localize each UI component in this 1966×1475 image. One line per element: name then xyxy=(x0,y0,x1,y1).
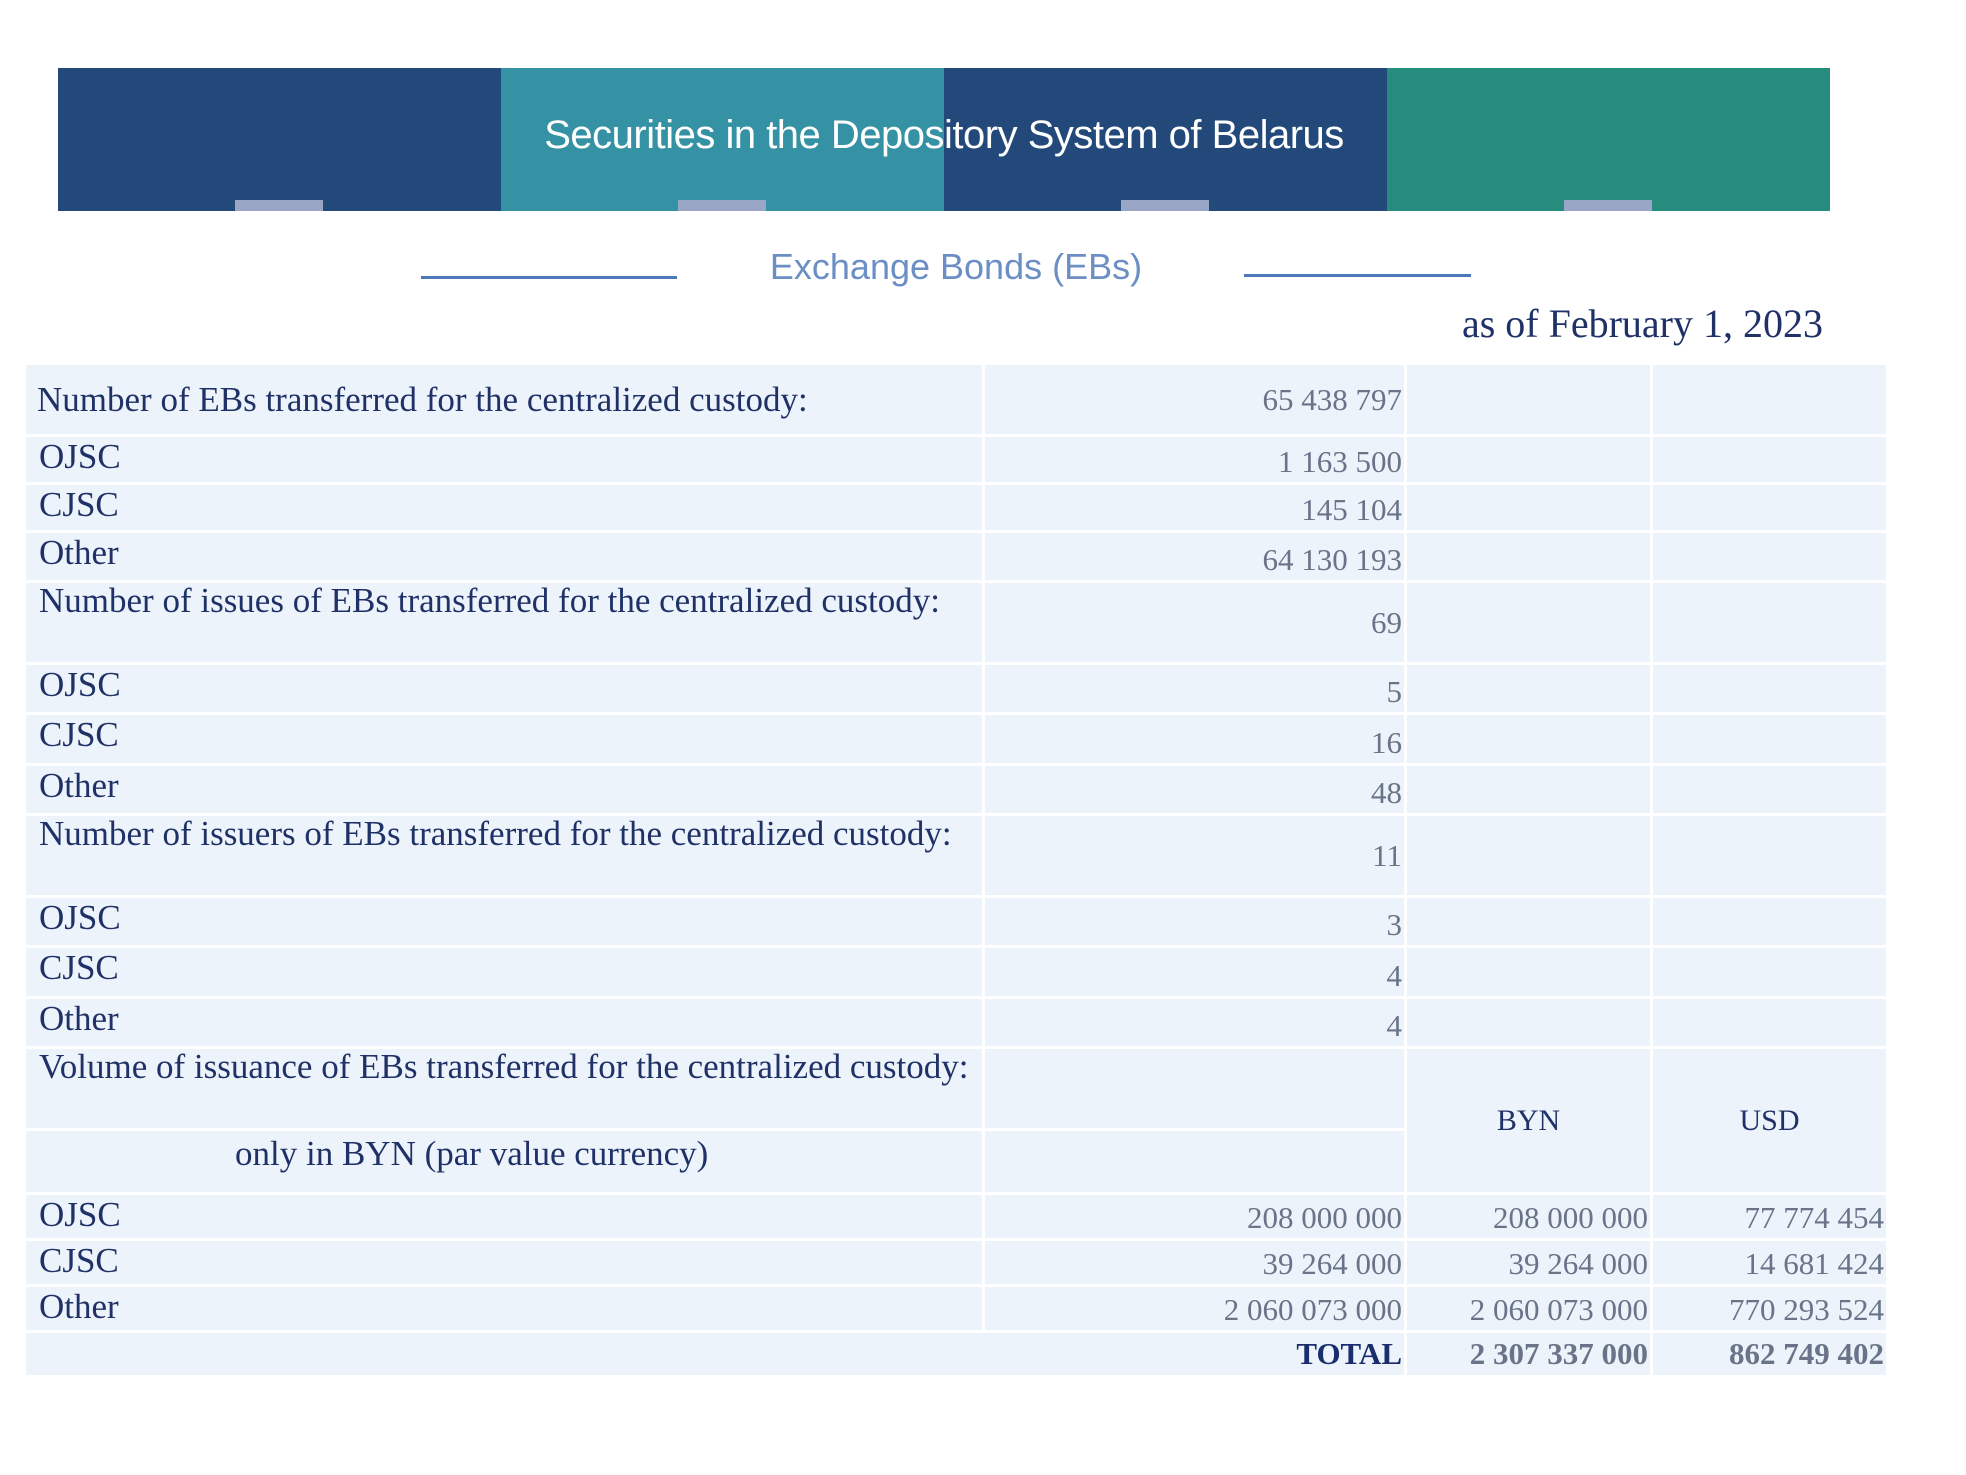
banner-segment xyxy=(58,68,501,211)
banner-tab xyxy=(1564,200,1652,211)
par-value: 2 060 073 000 xyxy=(985,1287,1404,1330)
row-label: Other xyxy=(26,999,982,1046)
empty-cell xyxy=(1653,583,1886,662)
byn-value: 208 000 000 xyxy=(1407,1195,1650,1238)
total-usd: 862 749 402 xyxy=(1653,1333,1886,1375)
currency-usd-header: USD xyxy=(1653,1049,1886,1192)
currency-byn-header: BYN xyxy=(1407,1049,1650,1192)
section-rule-right xyxy=(1244,274,1471,277)
empty-cell xyxy=(1653,365,1886,434)
header-banner: Securities in the Depository System of B… xyxy=(58,68,1830,211)
empty-cell xyxy=(1653,665,1886,712)
issuers-count-label: Number of issuers of EBs transferred for… xyxy=(26,816,982,895)
row-label: OJSC xyxy=(26,1195,982,1238)
row-label: Other xyxy=(26,1287,982,1330)
empty-cell xyxy=(1653,948,1886,996)
row-value: 145 104 xyxy=(985,485,1404,530)
issues-count-label: Number of issues of EBs transferred for … xyxy=(26,583,982,662)
empty-cell xyxy=(1653,898,1886,945)
empty-cell xyxy=(1407,999,1650,1046)
ebs-count-value: 65 438 797 xyxy=(985,365,1404,434)
issues-count-value: 69 xyxy=(985,583,1404,662)
empty-cell xyxy=(985,1049,1404,1128)
row-value: 48 xyxy=(985,766,1404,813)
row-label: OJSC xyxy=(26,665,982,712)
row-value: 3 xyxy=(985,898,1404,945)
page-title: Securities in the Depository System of B… xyxy=(544,113,1344,157)
usd-value: 14 681 424 xyxy=(1653,1241,1886,1284)
par-value: 39 264 000 xyxy=(985,1241,1404,1284)
empty-cell xyxy=(1653,485,1886,530)
empty-cell xyxy=(1407,533,1650,580)
empty-cell xyxy=(1407,365,1650,434)
report-date: as of February 1, 2023 xyxy=(1461,301,1823,346)
volume-sublabel: only in BYN (par value currency) xyxy=(26,1131,982,1192)
banner-tab xyxy=(235,200,323,211)
banner-segment xyxy=(501,68,944,211)
empty-cell xyxy=(1653,999,1886,1046)
empty-cell xyxy=(985,1131,1404,1192)
row-label: Other xyxy=(26,533,982,580)
usd-value: 770 293 524 xyxy=(1653,1287,1886,1330)
empty-cell xyxy=(1653,766,1886,813)
row-value: 1 163 500 xyxy=(985,437,1404,482)
banner-segment xyxy=(1387,68,1830,211)
empty-cell xyxy=(1653,816,1886,895)
ebs-count-label: Number of EBs transferred for the centra… xyxy=(26,365,982,434)
section-rule-left xyxy=(421,276,677,279)
byn-value: 39 264 000 xyxy=(1407,1241,1650,1284)
empty-cell xyxy=(1407,766,1650,813)
total-byn: 2 307 337 000 xyxy=(1407,1333,1650,1375)
banner-tab xyxy=(678,200,766,211)
byn-value: 2 060 073 000 xyxy=(1407,1287,1650,1330)
empty-cell xyxy=(1407,948,1650,996)
row-label: OJSC xyxy=(26,437,982,482)
empty-cell xyxy=(1407,485,1650,530)
empty-cell xyxy=(1407,715,1650,763)
row-label: CJSC xyxy=(26,485,982,530)
empty-cell xyxy=(1653,533,1886,580)
empty-cell xyxy=(1407,583,1650,662)
empty-cell xyxy=(1407,665,1650,712)
row-label: CJSC xyxy=(26,1241,982,1284)
eb-statistics-table: Number of EBs transferred for the centra… xyxy=(26,365,1886,1375)
row-label: CJSC xyxy=(26,715,982,763)
usd-value: 77 774 454 xyxy=(1653,1195,1886,1238)
par-value: 208 000 000 xyxy=(985,1195,1404,1238)
row-value: 5 xyxy=(985,665,1404,712)
empty-cell xyxy=(1653,437,1886,482)
empty-cell xyxy=(1407,437,1650,482)
empty-cell xyxy=(1653,715,1886,763)
issuers-count-value: 11 xyxy=(985,816,1404,895)
row-label: OJSC xyxy=(26,898,982,945)
empty-cell xyxy=(1407,816,1650,895)
row-value: 4 xyxy=(985,948,1404,996)
volume-label: Volume of issuance of EBs transferred fo… xyxy=(26,1049,982,1128)
banner-segment xyxy=(944,68,1387,211)
banner-tab xyxy=(1121,200,1209,211)
row-label: CJSC xyxy=(26,948,982,996)
row-label: Other xyxy=(26,766,982,813)
row-value: 64 130 193 xyxy=(985,533,1404,580)
section-title: Exchange Bonds (EBs) xyxy=(769,246,1143,287)
row-value: 16 xyxy=(985,715,1404,763)
empty-cell xyxy=(1407,898,1650,945)
row-value: 4 xyxy=(985,999,1404,1046)
total-label: TOTAL xyxy=(26,1333,1404,1375)
